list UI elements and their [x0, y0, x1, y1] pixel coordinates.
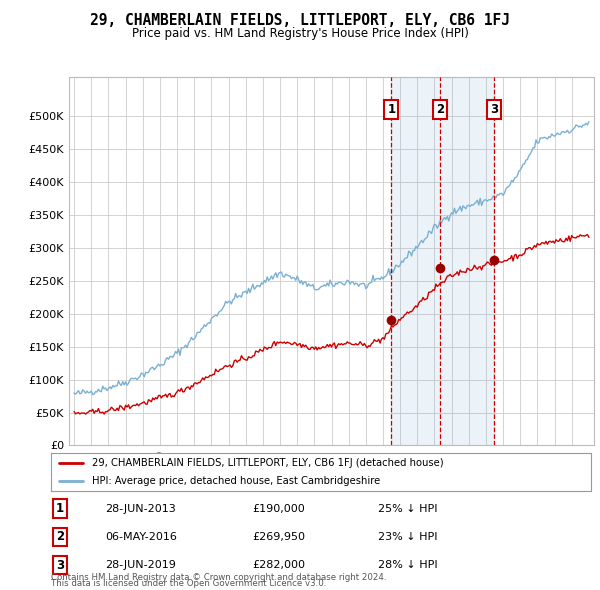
Text: 2: 2 — [56, 530, 64, 543]
Text: 29, CHAMBERLAIN FIELDS, LITTLEPORT, ELY, CB6 1FJ (detached house): 29, CHAMBERLAIN FIELDS, LITTLEPORT, ELY,… — [91, 458, 443, 468]
Text: Price paid vs. HM Land Registry's House Price Index (HPI): Price paid vs. HM Land Registry's House … — [131, 27, 469, 40]
Text: 25% ↓ HPI: 25% ↓ HPI — [378, 504, 437, 513]
Text: 28% ↓ HPI: 28% ↓ HPI — [378, 560, 437, 570]
Text: 28-JUN-2013: 28-JUN-2013 — [105, 504, 176, 513]
Text: 3: 3 — [490, 103, 499, 116]
Text: Contains HM Land Registry data © Crown copyright and database right 2024.: Contains HM Land Registry data © Crown c… — [51, 573, 386, 582]
Text: 29, CHAMBERLAIN FIELDS, LITTLEPORT, ELY, CB6 1FJ: 29, CHAMBERLAIN FIELDS, LITTLEPORT, ELY,… — [90, 13, 510, 28]
Text: 28-JUN-2019: 28-JUN-2019 — [105, 560, 176, 570]
Text: HPI: Average price, detached house, East Cambridgeshire: HPI: Average price, detached house, East… — [91, 476, 380, 486]
Text: £190,000: £190,000 — [252, 504, 305, 513]
Text: 06-MAY-2016: 06-MAY-2016 — [105, 532, 177, 542]
Text: 1: 1 — [56, 502, 64, 515]
Text: This data is licensed under the Open Government Licence v3.0.: This data is licensed under the Open Gov… — [51, 579, 326, 588]
Bar — [391, 77, 494, 445]
Text: £282,000: £282,000 — [252, 560, 305, 570]
Text: £269,950: £269,950 — [252, 532, 305, 542]
Text: 1: 1 — [388, 103, 395, 116]
Text: 23% ↓ HPI: 23% ↓ HPI — [378, 532, 437, 542]
Text: 2: 2 — [436, 103, 445, 116]
Text: 3: 3 — [56, 559, 64, 572]
